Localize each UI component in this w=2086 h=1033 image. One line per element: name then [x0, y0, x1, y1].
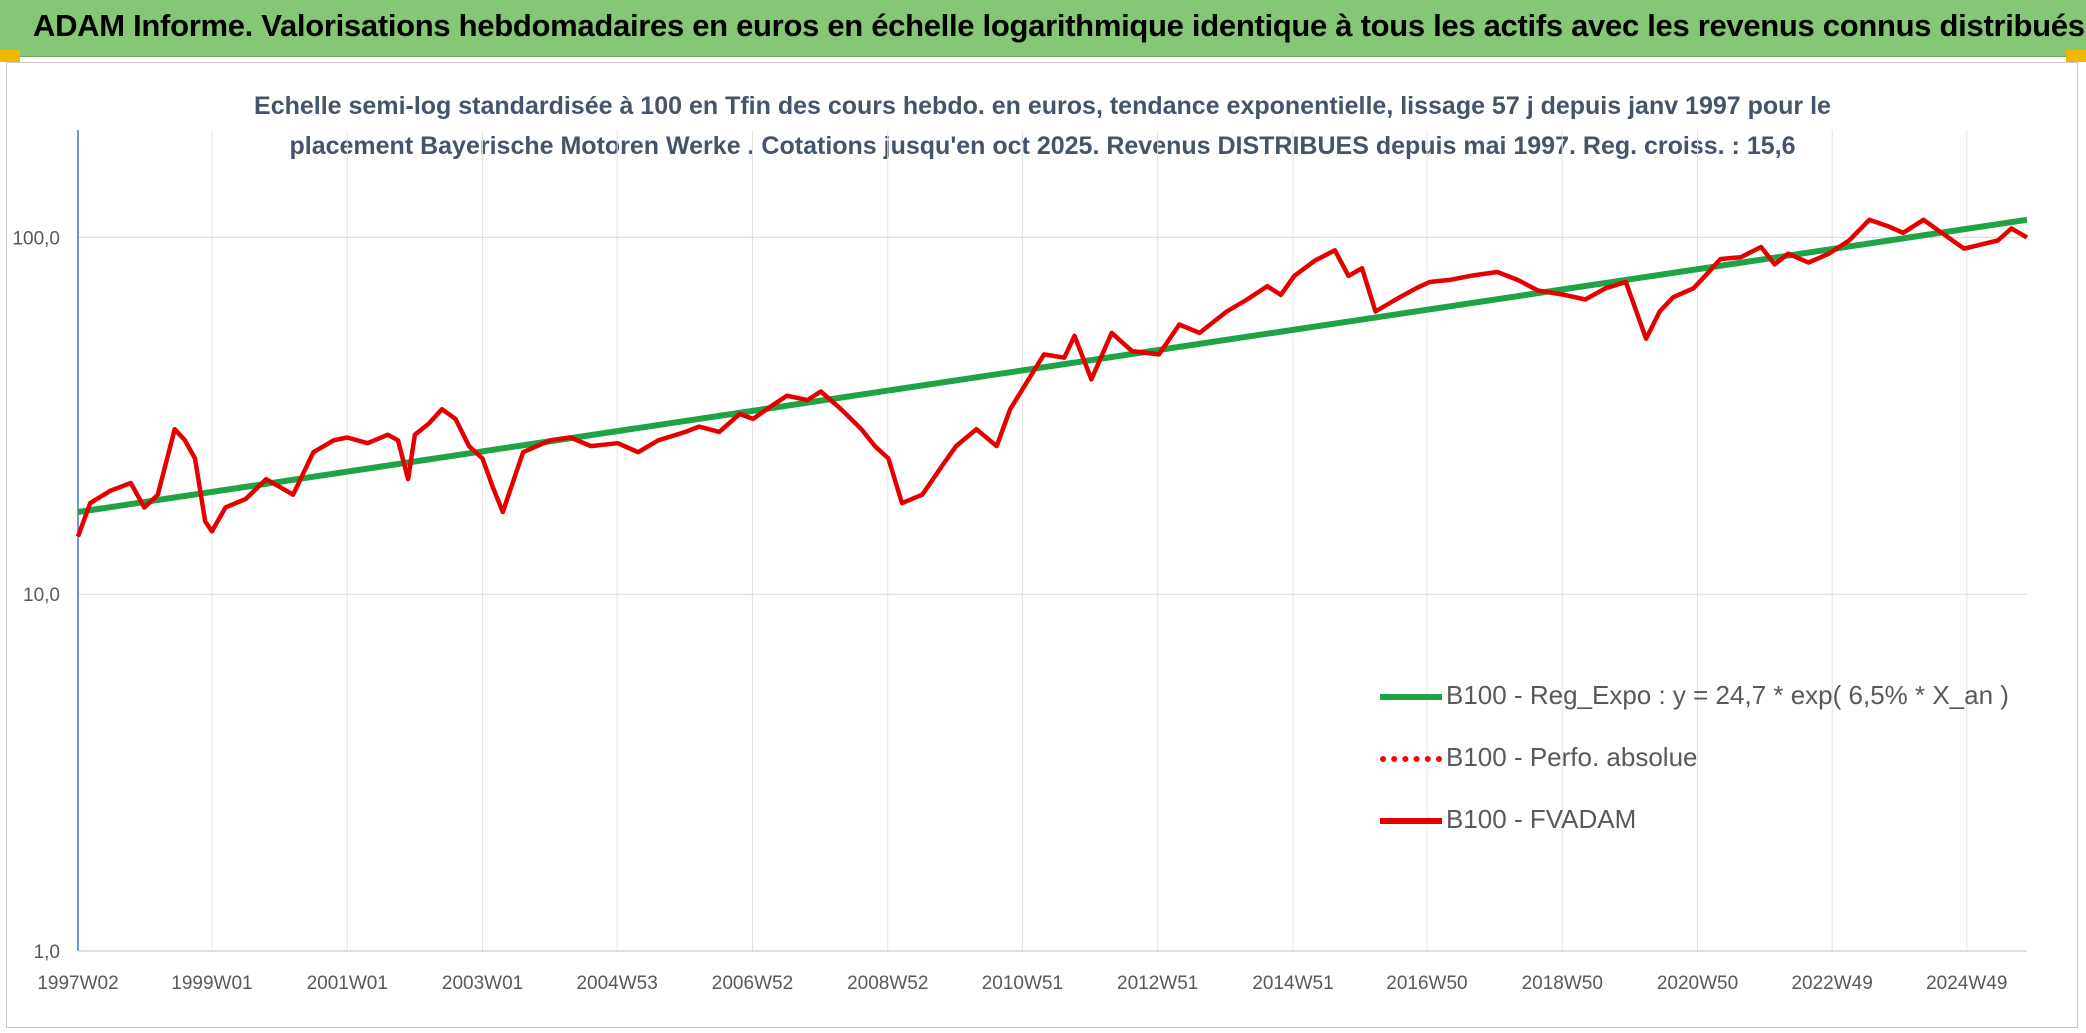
x-tick-label: 2003W01 [442, 973, 523, 994]
x-tick-label: 2016W50 [1386, 973, 1467, 994]
report-banner-title: ADAM Informe. Valorisations hebdomadaire… [33, 8, 2085, 43]
y-tick-label: 1,0 [34, 942, 60, 963]
report-banner: ADAM Informe. Valorisations hebdomadaire… [0, 0, 2086, 57]
x-tick-label: 2012W51 [1117, 973, 1198, 994]
corner-marker-right [2066, 50, 2086, 62]
x-tick-label: 2020W50 [1657, 973, 1738, 994]
series-line-fvadam [75, 217, 2029, 538]
y-tick-label: 10,0 [23, 585, 60, 606]
x-tick-label: 2001W01 [307, 973, 388, 994]
chart-title-line-1: Echelle semi-log standardisée à 100 en T… [254, 92, 1831, 120]
x-tick-label: 2008W52 [847, 973, 928, 994]
chart-title: Echelle semi-log standardisée à 100 en T… [230, 86, 1855, 166]
legend-swatch-regression [1380, 694, 1442, 700]
chart-title-line-2: placement Bayerische Motoren Werke . Cot… [289, 132, 1796, 160]
x-tick-label: 1997W02 [37, 973, 118, 994]
legend-label-fvadam: B100 - FVADAM [1446, 804, 1637, 834]
series-line-regression [77, 216, 2028, 515]
x-tick-label: 1999W01 [171, 973, 252, 994]
legend-label-absolute: B100 - Perfo. absolue [1446, 742, 1698, 772]
x-tick-label: 2024W49 [1926, 973, 2007, 994]
legend-swatch-absolute [1380, 756, 1442, 762]
legend-swatch-fvadam [1380, 818, 1442, 824]
x-tick-label: 2018W50 [1522, 973, 1603, 994]
x-tick-label: 2006W52 [712, 973, 793, 994]
y-tick-label: 100,0 [12, 228, 60, 249]
x-tick-label: 2010W51 [982, 973, 1063, 994]
x-tick-label: 2004W53 [576, 973, 657, 994]
corner-marker-left [0, 50, 20, 62]
x-tick-label: 2022W49 [1791, 973, 1872, 994]
legend-label-regression: B100 - Reg_Expo : y = 24,7 * exp( 6,5% *… [1446, 680, 2009, 710]
x-tick-label: 2014W51 [1252, 973, 1333, 994]
chart-frame [6, 62, 2078, 1028]
